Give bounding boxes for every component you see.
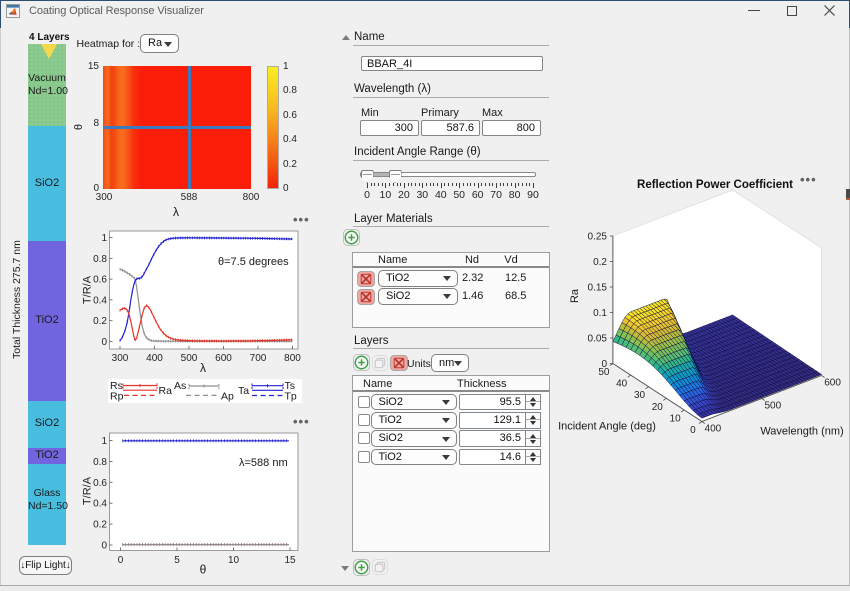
svg-text:5: 5: [174, 555, 180, 566]
svg-text:Ta: Ta: [238, 385, 249, 397]
svg-text:300: 300: [112, 353, 129, 364]
svg-text:As: As: [174, 380, 186, 392]
svg-text:0: 0: [690, 425, 696, 436]
svg-text:20: 20: [652, 402, 664, 413]
svg-text:400: 400: [705, 424, 722, 435]
svg-text:λ=588 nm: λ=588 nm: [239, 457, 288, 469]
svg-text:0.05: 0.05: [588, 334, 608, 345]
svg-text:0.25: 0.25: [588, 232, 608, 243]
svg-text:θ=7.5 degrees: θ=7.5 degrees: [218, 256, 289, 268]
svg-text:15: 15: [284, 555, 296, 566]
svg-text:50: 50: [598, 367, 610, 378]
svg-text:600: 600: [824, 378, 841, 389]
svg-text:0.8: 0.8: [93, 254, 107, 265]
svg-text:500: 500: [764, 401, 781, 412]
svg-text:600: 600: [215, 353, 232, 364]
svg-text:Rp: Rp: [110, 391, 124, 403]
svg-text:θ: θ: [200, 563, 207, 577]
svg-text:0: 0: [101, 541, 107, 552]
svg-text:0.8: 0.8: [93, 457, 107, 468]
svg-text:Ts: Ts: [285, 380, 296, 392]
svg-text:10: 10: [228, 555, 240, 566]
svg-text:400: 400: [146, 353, 163, 364]
svg-text:Incident Angle (deg): Incident Angle (deg): [558, 421, 656, 433]
svg-text:0.6: 0.6: [93, 478, 107, 489]
svg-text:0: 0: [601, 359, 607, 370]
svg-text:λ: λ: [200, 361, 206, 375]
svg-text:0.2: 0.2: [593, 257, 607, 268]
svg-text:1: 1: [101, 436, 107, 447]
svg-text:0: 0: [101, 337, 107, 348]
svg-text:0.4: 0.4: [93, 499, 107, 510]
svg-text:0.6: 0.6: [93, 275, 107, 286]
svg-text:0.1: 0.1: [593, 308, 607, 319]
svg-text:0: 0: [118, 555, 124, 566]
svg-text:40: 40: [616, 379, 628, 390]
svg-text:Ra: Ra: [569, 288, 581, 303]
svg-text:Ap: Ap: [221, 391, 234, 403]
svg-text:Rs: Rs: [110, 380, 123, 392]
svg-text:0.2: 0.2: [93, 316, 107, 327]
svg-text:30: 30: [634, 390, 646, 401]
svg-text:0.2: 0.2: [93, 520, 107, 531]
svg-text:Wavelength (nm): Wavelength (nm): [760, 426, 843, 438]
svg-text:700: 700: [250, 353, 267, 364]
svg-text:800: 800: [284, 353, 301, 364]
svg-text:500: 500: [181, 353, 198, 364]
svg-text:Ra: Ra: [159, 385, 173, 397]
svg-text:Tp: Tp: [285, 391, 297, 403]
svg-text:0.15: 0.15: [588, 283, 608, 294]
svg-text:1: 1: [101, 233, 107, 244]
svg-text:10: 10: [670, 413, 682, 424]
svg-text:0.4: 0.4: [93, 295, 107, 306]
